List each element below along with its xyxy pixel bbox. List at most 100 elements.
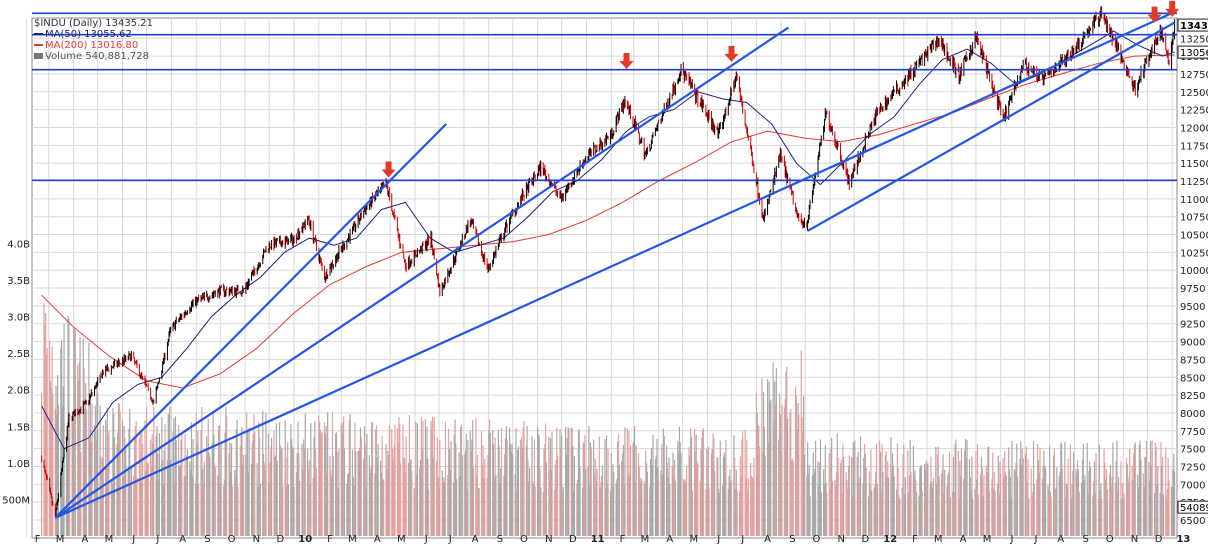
price-tick-label: 10500 [1180,231,1208,242]
price-tick-label: 8000 [1180,409,1205,420]
price-boxed-label: 13435 [1180,21,1208,32]
price-axis: 6500675070007250750077508000825085008750… [1177,18,1208,527]
time-tick-label: N [253,534,260,545]
time-tick-label: N [545,534,552,545]
price-tick-label: 8500 [1180,373,1205,384]
trend-line [54,26,790,519]
down-arrow-icon [1165,0,1180,17]
time-tick-label: F [912,534,918,545]
volume-tick-label: 3.0B [7,313,30,324]
price-tick-label: 10250 [1180,248,1208,259]
time-tick-label: 12 [883,534,897,545]
price-tick-label: 10750 [1180,213,1208,224]
legend-ticker: $INDU (Daily) 13435.21 [34,18,153,29]
price-tick-label: 7000 [1180,480,1205,491]
time-tick-label: A [960,534,967,545]
time-tick-label: A [81,534,88,545]
horizontal-lines [32,12,1177,182]
volume-tick-label: 3.5B [7,276,30,287]
time-tick-label: O [520,534,528,545]
legend-ma50: MA(50) 13055.62 [34,29,153,40]
time-tick-label: J [155,534,159,545]
time-tick-label: M [348,534,357,545]
price-boxed-label-frame [1177,45,1208,59]
price-tick-label: 13250 [1180,34,1208,45]
time-tick-label: F [327,534,333,545]
time-tick-label: S [204,534,210,545]
volume-tick-label: 500M [2,495,30,506]
time-tick-label: M [397,534,406,545]
volume-tick-label: 1.0B [7,459,30,470]
time-tick-label: A [764,534,771,545]
time-tick-label: O [1106,534,1114,545]
ma200-swatch [34,44,43,46]
price-tick-label: 11750 [1180,141,1208,152]
price-tick-label: 11000 [1180,195,1208,206]
time-tick-label: M [690,534,699,545]
down-arrow-icon [724,45,739,62]
volume-swatch [34,53,43,59]
time-tick-label: D [277,534,285,545]
time-tick-label: A [666,534,673,545]
ma50-swatch [34,33,43,35]
time-tick-label: M [105,534,114,545]
price-tick-label: 12500 [1180,88,1208,99]
price-tick-label: 7750 [1180,427,1205,438]
price-tick-label: 9250 [1180,320,1205,331]
time-tick-label: A [472,534,479,545]
ma200-label: MA(200) 13016.80 [45,40,139,51]
ma200-line [41,54,1175,389]
ma50-label: MA(50) 13055.62 [45,29,132,40]
time-tick-label: M [56,534,65,545]
price-tick-label: 12250 [1180,106,1208,117]
legend-ma200: MA(200) 13016.80 [34,40,153,51]
time-tick-label: A [1057,534,1064,545]
price-tick-label: 7500 [1180,445,1205,456]
time-tick-label: S [497,534,503,545]
trend-lines [54,10,1176,519]
time-tick-label: 10 [298,534,312,545]
trend-line [807,21,1176,232]
time-tick-label: 13 [1176,534,1190,545]
time-tick-label: S [789,534,795,545]
time-tick-label: D [569,534,577,545]
price-tick-label: 9000 [1180,338,1205,349]
time-tick-label: M [934,534,943,545]
time-tick-label: J [448,534,452,545]
time-tick-label: O [228,534,236,545]
price-tick-label: 8250 [1180,391,1205,402]
time-tick-label: J [424,534,428,545]
down-arrow-icon [619,52,634,69]
price-tick-label: 7250 [1180,462,1205,473]
volume-tick-label: 4.0B [7,239,30,250]
volume-tick-label: 1.5B [7,422,30,433]
time-axis: F M A M J J A S O N D 10 F M A M J J A S O N D 11 F M A M J J A S O N D 12 F… [35,534,1191,545]
time-tick-label: M [983,534,992,545]
price-boxed-label-frame [1177,500,1208,514]
time-tick-label: J [1009,534,1013,545]
volume-label: Volume 540,881,728 [45,51,149,62]
volume-tick-label: 2.5B [7,349,30,360]
price-boxed-label: 54089 [1180,503,1208,514]
price-tick-label: 10000 [1180,266,1208,277]
volume-axis: 500M 1.0B 1.5B 2.0B 2.5B 3.0B 3.5B 4.0B [2,239,30,506]
time-tick-label: D [1155,534,1163,545]
time-tick-label: A [374,534,381,545]
time-tick-label: N [838,534,845,545]
time-tick-label: F [35,534,41,545]
price-tick-label: 9500 [1180,302,1205,313]
trend-line [54,10,1176,519]
legend: $INDU (Daily) 13435.21 MA(50) 13055.62 M… [34,18,153,62]
time-tick-label: J [740,534,744,545]
volume-tick-label: 2.0B [7,386,30,397]
time-tick-label: F [620,534,626,545]
ma200-path [41,54,1175,389]
down-arrow-icon [381,161,396,178]
price-tick-label: 11250 [1180,177,1208,188]
price-tick-label: 8750 [1180,355,1205,366]
time-tick-label: S [1082,534,1088,545]
price-tick-label: 12000 [1180,123,1208,134]
price-tick-label: 6500 [1180,516,1205,527]
time-tick-label: J [716,534,720,545]
